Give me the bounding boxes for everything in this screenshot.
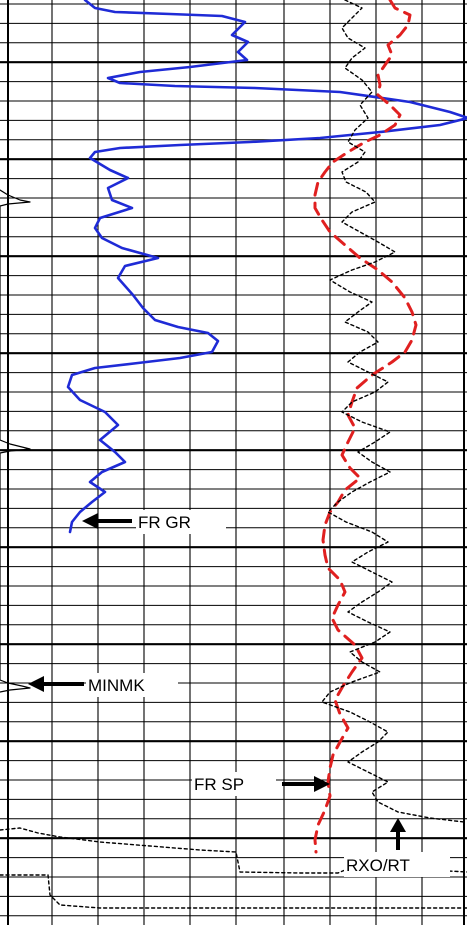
fr-sp-label: FR SP (194, 775, 244, 794)
minmk-label: MINMK (88, 676, 145, 695)
series-rxo-rt (321, 0, 465, 823)
minmk-annotation: MINMK (28, 673, 178, 697)
series-fr-gr (66, 0, 467, 534)
minmk-label-bg (86, 673, 178, 697)
series-bottom-trace-2 (0, 874, 467, 909)
rxo-rt-label: RXO/RT (346, 856, 410, 875)
annotation-layer: FR GR MINMK FR SP RXO/RT (28, 510, 450, 877)
rxo-rt-annotation: RXO/RT (344, 818, 450, 877)
fr-gr-arrow-head (82, 513, 98, 529)
rxo-rt-arrow-head (390, 818, 406, 832)
minmk-arrow-head (28, 676, 44, 692)
fr-sp-annotation: FR SP (192, 772, 330, 796)
fr-sp-label-bg (192, 772, 276, 796)
fr-gr-annotation: FR GR (82, 510, 226, 534)
rxo-rt-label-bg (344, 852, 450, 877)
series-minmk (0, 189, 31, 693)
fr-gr-label-bg (136, 510, 226, 534)
series-fr-sp (313, 0, 418, 854)
fr-sp-arrow-head (314, 776, 330, 792)
fr-gr-label: FR GR (138, 513, 191, 532)
